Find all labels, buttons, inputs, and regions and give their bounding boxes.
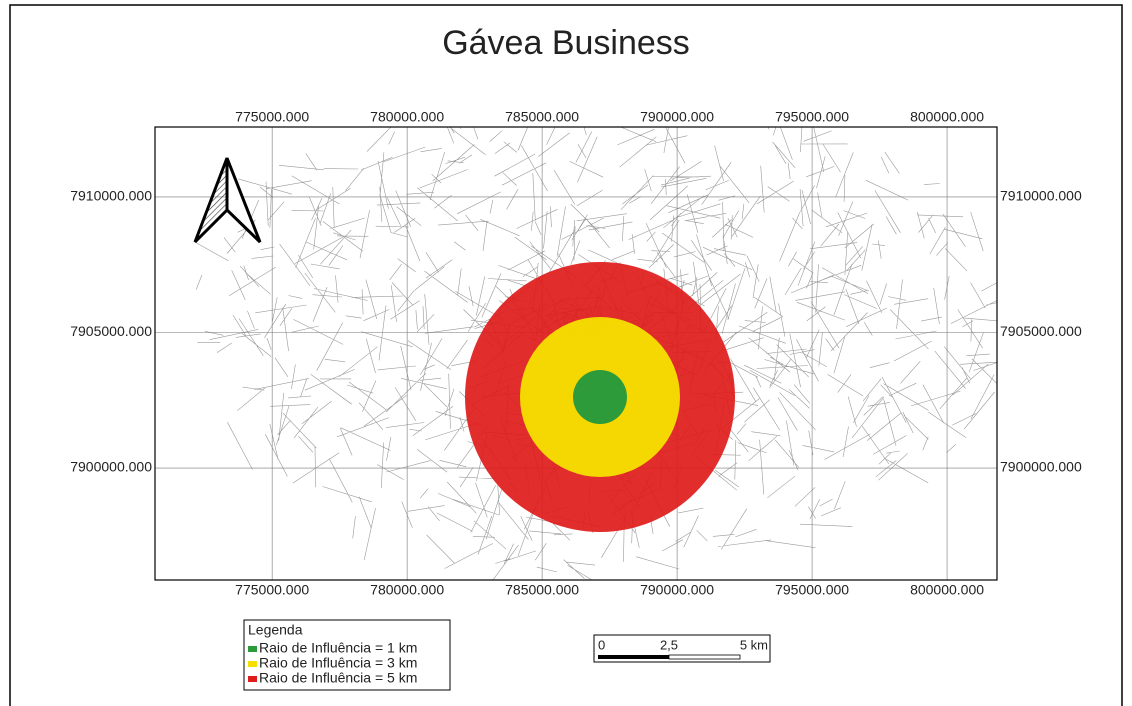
legend-swatch: [248, 661, 257, 667]
street-network: [195, 127, 997, 580]
y-tick-label: 7910000.000: [70, 188, 152, 204]
y-tick-label: 7910000.000: [1000, 188, 1082, 204]
x-tick-label: 775000.000: [235, 582, 309, 598]
x-tick-label: 775000.000: [235, 109, 309, 125]
scale-label: 2,5: [660, 637, 678, 652]
north-arrow: [193, 157, 262, 244]
y-tick-label: 7900000.000: [1000, 459, 1082, 475]
legend-swatch: [248, 646, 257, 652]
x-tick-label: 795000.000: [775, 109, 849, 125]
map-title: Gávea Business: [442, 24, 690, 62]
y-tick-label: 7905000.000: [70, 323, 152, 339]
legend-swatch: [248, 676, 257, 682]
x-tick-label: 790000.000: [640, 582, 714, 598]
scale-segment: [668, 654, 741, 660]
y-tick-label: 7900000.000: [70, 459, 152, 475]
x-tick-label: 800000.000: [910, 582, 984, 598]
legend-title: Legenda: [248, 622, 303, 638]
legend-label: Raio de Influência = 1 km: [259, 640, 417, 656]
scale-label: 0: [598, 637, 605, 652]
scale-segment: [598, 655, 669, 659]
x-tick-label: 795000.000: [775, 582, 849, 598]
legend-label: Raio de Influência = 5 km: [259, 670, 417, 686]
legend-box: [243, 619, 451, 691]
legend-label: Raio de Influência = 3 km: [259, 655, 417, 671]
x-tick-label: 790000.000: [640, 109, 714, 125]
y-tick-label: 7905000.000: [1000, 323, 1082, 339]
scale-bar: 0 2,5 5 km: [593, 634, 771, 663]
x-tick-label: 785000.000: [505, 109, 579, 125]
zone-1km: [573, 370, 627, 424]
x-tick-label: 780000.000: [370, 582, 444, 598]
x-tick-label: 780000.000: [370, 109, 444, 125]
scale-label: 5 km: [740, 637, 768, 652]
streets: [195, 127, 997, 580]
x-tick-label: 800000.000: [910, 109, 984, 125]
influence-zones: [465, 262, 735, 532]
x-tick-label: 785000.000: [505, 582, 579, 598]
map-frame: [154, 126, 998, 581]
